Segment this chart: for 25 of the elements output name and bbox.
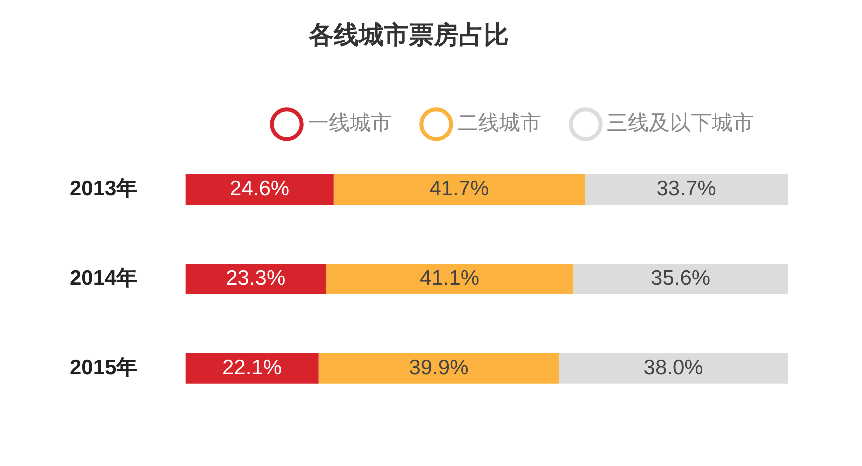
bar xyxy=(186,353,319,384)
bar xyxy=(574,264,788,294)
data-label: 35.6% xyxy=(651,266,711,290)
data-label: 38.0% xyxy=(644,356,704,380)
data-label: 41.1% xyxy=(420,266,480,290)
bar xyxy=(186,174,334,205)
legend-label: 二线城市 xyxy=(458,110,542,135)
data-label: 39.9% xyxy=(409,356,469,380)
data-label: 23.3% xyxy=(226,266,286,290)
y-tick-label: 2013年 xyxy=(70,178,138,201)
y-tick-label: 2015年 xyxy=(70,356,138,380)
bar xyxy=(559,353,788,384)
data-label: 24.6% xyxy=(230,178,290,201)
legend-label: 三线及以下城市 xyxy=(607,110,754,135)
bar xyxy=(326,264,574,294)
bar xyxy=(585,174,788,205)
bar xyxy=(318,353,560,384)
data-label: 41.7% xyxy=(430,178,490,201)
data-label: 22.1% xyxy=(222,356,282,380)
y-tick-label: 2014年 xyxy=(70,266,138,290)
bar xyxy=(186,264,326,294)
legend-label: 一线城市 xyxy=(308,110,392,135)
bar xyxy=(334,174,586,205)
chart-title: 各线城市票房占比 xyxy=(308,20,509,50)
data-label: 33.7% xyxy=(656,178,716,201)
